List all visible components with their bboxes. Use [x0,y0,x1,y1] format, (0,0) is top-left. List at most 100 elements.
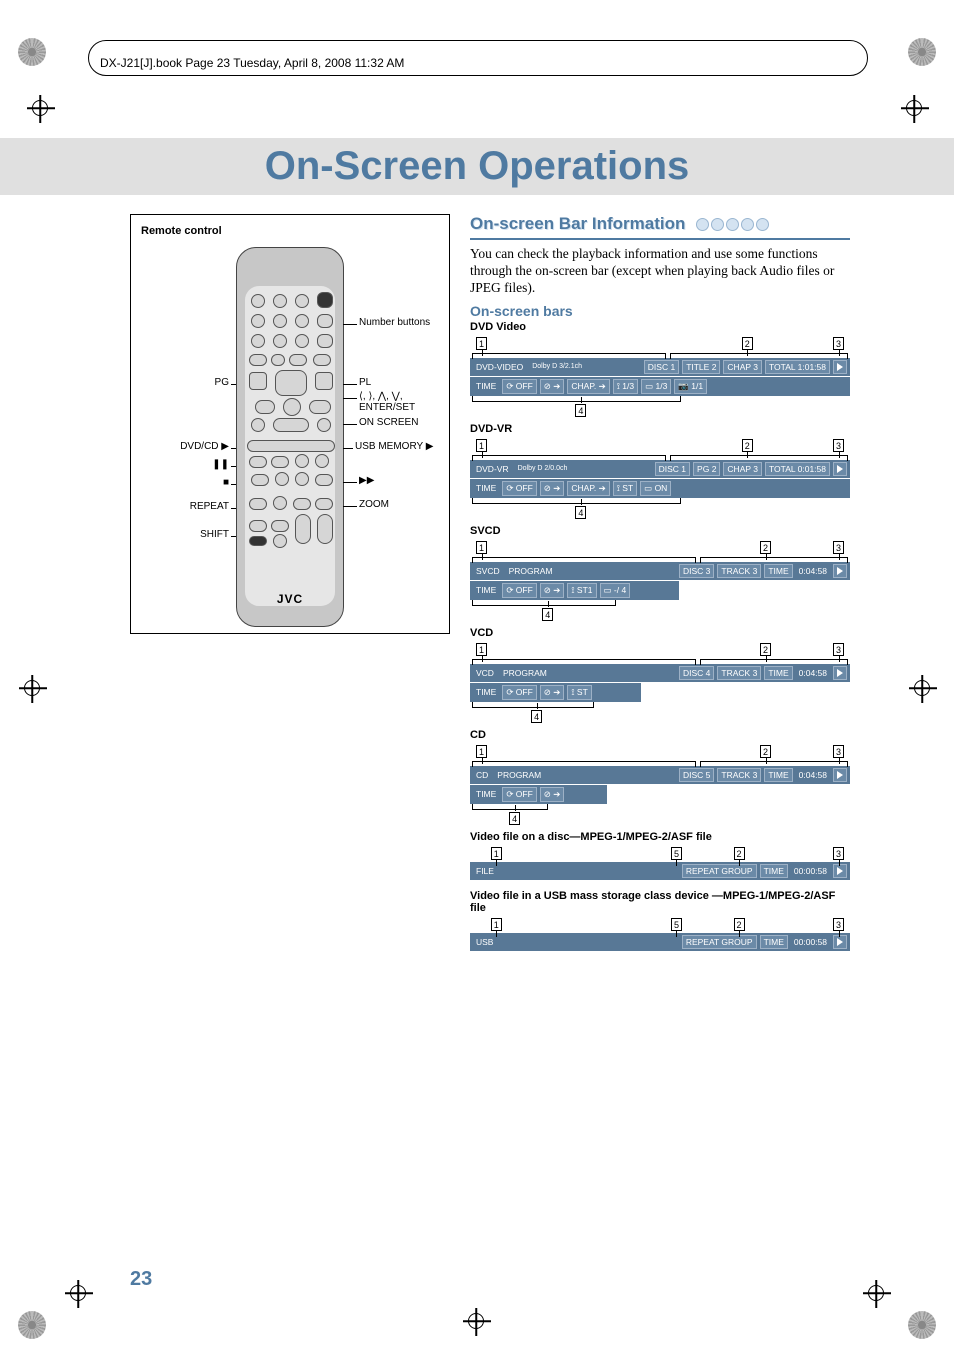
cell: TIME [760,864,788,878]
cell: 0:04:58 [796,667,830,679]
remote-btn [251,418,265,432]
remote-btn [295,454,309,468]
bars-dvdvr: 1 2 3 DVD-VR Dolby D 2/0.0ch DISC 1 PG 2 … [470,439,850,519]
group-title-vcd: VCD [470,627,850,639]
header-text: DX-J21[J].book Page 23 Tuesday, April 8,… [100,56,404,70]
reg-mark-bot-center [468,1313,484,1329]
num-1: 1 [491,847,502,860]
remote-vol [295,514,311,544]
cell: TOTAL 1:01:58 [765,360,830,374]
remote-btn [315,454,329,468]
cell: ⟟ ST1 [567,583,596,598]
callout-pl: PL [359,377,439,388]
cell: 0:04:58 [796,565,830,577]
page-number: 23 [130,1268,152,1291]
cell: ▭ 1/3 [641,379,671,394]
num-3: 3 [833,643,844,656]
heading-dots [694,218,769,234]
callout-cursor: ⟨, ⟩, ⋀, ⋁, ENTER/SET [359,391,449,413]
cell: PROGRAM [500,667,550,679]
cell: CD [473,769,491,781]
bar-row: DVD-VR Dolby D 2/0.0ch DISC 1 PG 2 CHAP … [470,460,850,478]
cell: DISC 1 [655,462,690,476]
num-4: 4 [531,710,542,723]
cell: DISC 1 [644,360,679,374]
cell: ⟳ OFF [502,379,536,394]
cell: PROGRAM [494,769,544,781]
dot-icon [756,218,769,231]
remote-btn-enter [283,398,301,416]
cell: TIME [764,768,792,782]
cell: TIME [760,935,788,949]
bar-row: TIME ⟳ OFF ⊘ ➔ ⟟ ST [470,683,641,702]
remote-btn [317,314,333,328]
bars-svcd: 1 23 SVCD PROGRAM DISC 3 TRACK 3 TIME 0:… [470,541,850,621]
remote-btn [251,294,265,308]
bar-row: TIME ⟳ OFF ⊘ ➔ ⟟ ST1 ▭ -/ 4 [470,581,679,600]
dot-icon [711,218,724,231]
cell: REPEAT GROUP [682,935,757,949]
cell: REPEAT GROUP [682,864,757,878]
remote-btn [249,354,267,366]
bars-vcd: 1 23 VCD PROGRAM DISC 4 TRACK 3 TIME 0:0… [470,643,850,723]
group-title-dvdvr: DVD-VR [470,423,850,435]
cell: TIME [473,788,499,800]
bar-row: SVCD PROGRAM DISC 3 TRACK 3 TIME 0:04:58 [470,562,850,580]
cell: ⊘ ➔ [540,481,565,496]
num-3: 3 [833,847,844,860]
num-1: 1 [476,745,487,758]
remote-btn [251,474,269,486]
reg-mark-right [906,100,922,116]
bar-row: DVD-VIDEO Dolby D 3/2.1ch DISC 1 TITLE 2… [470,358,850,376]
remote-btn-repeat [249,498,267,510]
num-1: 1 [491,918,502,931]
cell: ⟟ ST [567,685,591,700]
cell: TIME [764,666,792,680]
group-title-dvdvideo: DVD Video [470,321,850,333]
remote-btn [289,354,307,366]
num-4: 4 [575,404,586,417]
cell: TRACK 3 [717,666,761,680]
bars-dvdvideo: 1 23 DVD-VIDEO Dolby D 3/2.1ch DISC 1 TI… [470,337,850,417]
intro-text: You can check the playback information a… [470,246,850,297]
cell: ⊘ ➔ [540,583,565,598]
remote-control-box: Remote control PG DVD/CD ▶ ❚❚ ■ REPEAT S… [130,214,450,634]
remote-btn [273,314,287,328]
cell: CHAP 3 [723,360,762,374]
remote-btn [295,334,309,348]
page-title: On-Screen Operations [0,144,954,189]
cell: ▭ -/ 4 [600,583,631,598]
cell: DISC 4 [679,666,714,680]
remote-btn [273,294,287,308]
num-2: 2 [742,439,753,452]
remote-btn [251,334,265,348]
cell: DISC 5 [679,768,714,782]
remote-btn [317,418,331,432]
page-title-band: On-Screen Operations [0,138,954,195]
num-3: 3 [833,439,844,452]
cell: SVCD [473,565,503,577]
print-rosette-br [908,1311,936,1339]
remote-disc-row [247,440,335,452]
remote-btn [273,534,287,548]
bar-row: FILE REPEAT GROUP TIME 00:00:58 [470,862,850,880]
cell: 0:04:58 [796,769,830,781]
play-icon [833,564,847,578]
cell: ⟟ ST [613,481,637,496]
callout-dvdcd: DVD/CD ▶ [141,441,229,452]
callout-usb: USB MEMORY ▶ [355,441,455,452]
bar-row: TIME ⟳ OFF ⊘ ➔ [470,785,607,804]
play-icon [833,462,847,476]
remote-btn-pl [315,372,333,390]
callout-repeat: REPEAT [141,501,229,512]
play-icon [833,360,847,374]
callout-next: ▶▶ [359,475,439,486]
num-2: 2 [742,337,753,350]
cell: ⟳ OFF [502,481,536,496]
play-icon [833,864,847,878]
num-1: 1 [476,337,487,350]
cell: ⊘ ➔ [540,685,565,700]
dot-icon [726,218,739,231]
reg-mark-left-bot [70,1285,86,1301]
num-1: 1 [476,439,487,452]
